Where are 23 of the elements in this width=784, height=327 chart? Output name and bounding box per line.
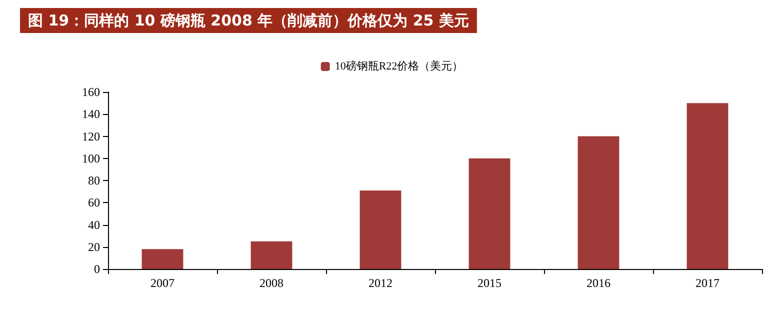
x-tick-label: 2016 bbox=[586, 276, 610, 290]
chart-title: 图 19：同样的 10 磅钢瓶 2008 年（削减前）价格仅为 25 美元 bbox=[28, 12, 469, 30]
x-tick-label: 2017 bbox=[696, 276, 720, 290]
y-tick-label: 40 bbox=[88, 218, 100, 232]
y-tick-label: 80 bbox=[88, 174, 100, 188]
y-tick-label: 120 bbox=[82, 129, 100, 144]
bar bbox=[686, 103, 728, 269]
bar bbox=[360, 190, 402, 269]
bar bbox=[468, 158, 510, 269]
legend-label: 10磅钢瓶R22价格（美元） bbox=[334, 60, 464, 72]
y-tick-label: 0 bbox=[94, 262, 100, 276]
x-tick-label: 2012 bbox=[368, 276, 392, 290]
x-tick-label: 2007 bbox=[150, 276, 174, 290]
bar bbox=[142, 249, 184, 269]
bar bbox=[578, 136, 620, 269]
x-tick-label: 2015 bbox=[478, 276, 502, 290]
bar bbox=[250, 241, 292, 269]
y-tick-label: 140 bbox=[82, 107, 100, 122]
y-tick-label: 160 bbox=[82, 85, 100, 99]
x-tick-label: 2008 bbox=[260, 276, 284, 290]
y-tick-label: 60 bbox=[88, 196, 100, 210]
y-tick-label: 100 bbox=[82, 151, 100, 166]
y-tick-label: 20 bbox=[88, 240, 100, 254]
